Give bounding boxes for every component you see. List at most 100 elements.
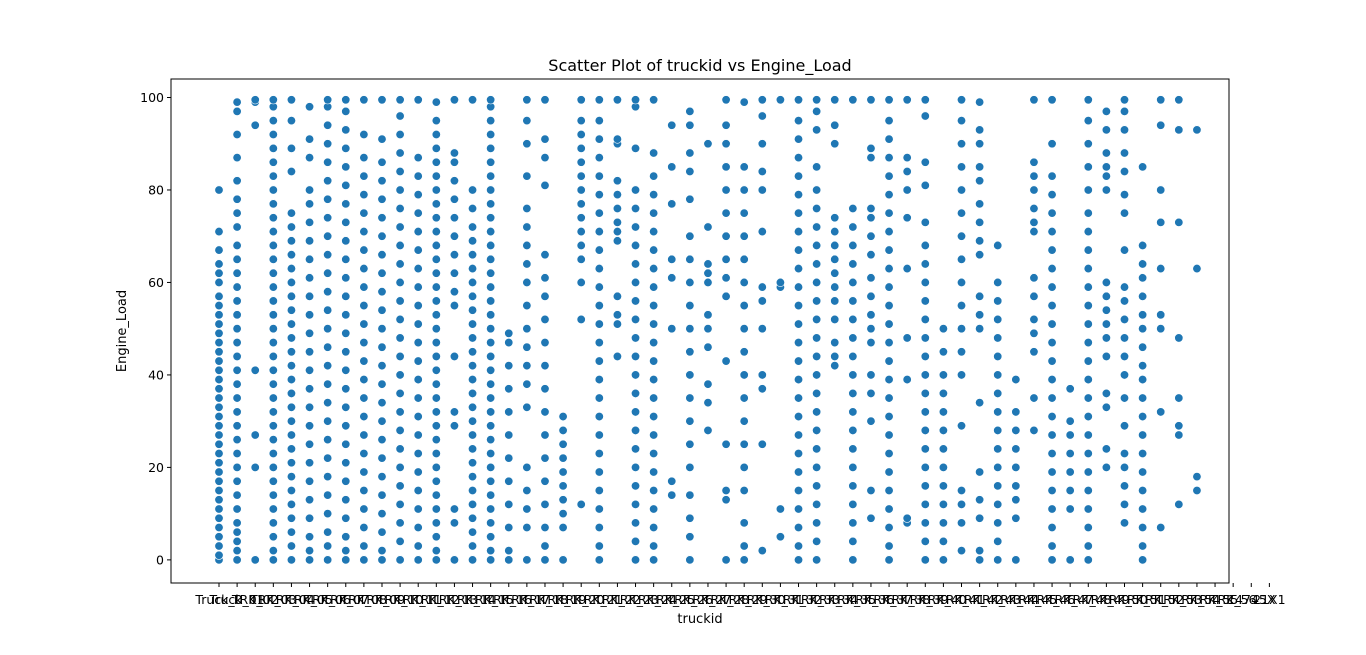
scatter-point [449,95,459,105]
x-tick-label: TRK_53 [1154,592,1202,607]
scatter-point [1011,425,1021,435]
scatter-point [576,277,586,287]
scatter-point [685,148,695,158]
scatter-point [359,412,369,422]
scatter-point [341,180,351,190]
scatter-point [1083,523,1093,533]
scatter-point [377,472,387,482]
scatter-point [721,231,731,241]
scatter-point [993,499,1003,509]
scatter-point [794,467,804,477]
scatter-point [957,95,967,105]
scatter-point [884,153,894,163]
x-tick-label: TRK_35 [829,592,877,607]
scatter-point [685,513,695,523]
scatter-point [1083,227,1093,237]
scatter-point [631,499,641,509]
scatter-point [884,555,894,565]
scatter-point [830,296,840,306]
scatter-point [504,384,514,394]
scatter-point [305,236,315,246]
scatter-point [286,499,296,509]
scatter-point [685,166,695,176]
x-tick-label: TRK_07 [321,592,369,607]
scatter-point [341,328,351,338]
scatter-point [631,351,641,361]
scatter-point [1083,301,1093,311]
scatter-point [232,555,242,565]
scatter-point [377,95,387,105]
scatter-point [1174,125,1184,135]
chart-title: Scatter Plot of truckid vs Engine_Load [548,56,851,76]
scatter-point [214,550,224,560]
scatter-point [993,388,1003,398]
scatter-point [377,287,387,297]
scatter-point [866,310,876,320]
scatter-point [522,301,532,311]
scatter-point [1011,444,1021,454]
scatter-point [377,509,387,519]
scatter-point [975,162,985,172]
scatter-point [323,287,333,297]
scatter-point [866,370,876,380]
scatter-point [667,324,677,334]
scatter-point [594,393,604,403]
scatter-point [1120,208,1130,218]
scatter-point [232,282,242,292]
scatter-point [975,467,985,477]
scatter-point [848,333,858,343]
scatter-point [359,282,369,292]
scatter-point [957,162,967,172]
scatter-point [431,421,441,431]
scatter-point [1083,467,1093,477]
scatter-point [268,240,278,250]
scatter-point [214,365,224,375]
scatter-point [540,180,550,190]
scatter-point [232,194,242,204]
scatter-point [395,314,405,324]
scatter-point [413,504,423,514]
scatter-point [232,254,242,264]
scatter-point [721,555,731,565]
scatter-point [1120,106,1130,116]
scatter-point [993,314,1003,324]
x-tick-label: TRK_05 [285,592,333,607]
scatter-point [1047,541,1057,551]
scatter-point [848,259,858,269]
scatter-point [685,439,695,449]
scatter-points [214,95,1202,565]
scatter-point [395,536,405,546]
scatter-point [1138,342,1148,352]
scatter-point [1047,245,1057,255]
scatter-point [812,162,822,172]
scatter-point [540,314,550,324]
scatter-point [268,435,278,445]
scatter-point [649,449,659,459]
scatter-point [594,430,604,440]
scatter-point [486,116,496,126]
scatter-point [884,208,894,218]
scatter-point [794,264,804,274]
scatter-point [1101,402,1111,412]
scatter-point [1011,555,1021,565]
scatter-point [794,449,804,459]
scatter-point [1065,416,1075,426]
scatter-point [920,157,930,167]
scatter-point [232,435,242,445]
scatter-point [1083,162,1093,172]
scatter-point [1101,162,1111,172]
scatter-point [1120,462,1130,472]
scatter-point [631,185,641,195]
scatter-point [975,513,985,523]
scatter-point [631,333,641,343]
scatter-point [522,240,532,250]
scatter-point [739,486,749,496]
scatter-point [232,351,242,361]
scatter-point [848,388,858,398]
scatter-point [1047,412,1057,422]
scatter-point [1192,264,1202,274]
scatter-point [576,129,586,139]
scatter-point [902,264,912,274]
scatter-point [377,398,387,408]
scatter-point [286,555,296,565]
